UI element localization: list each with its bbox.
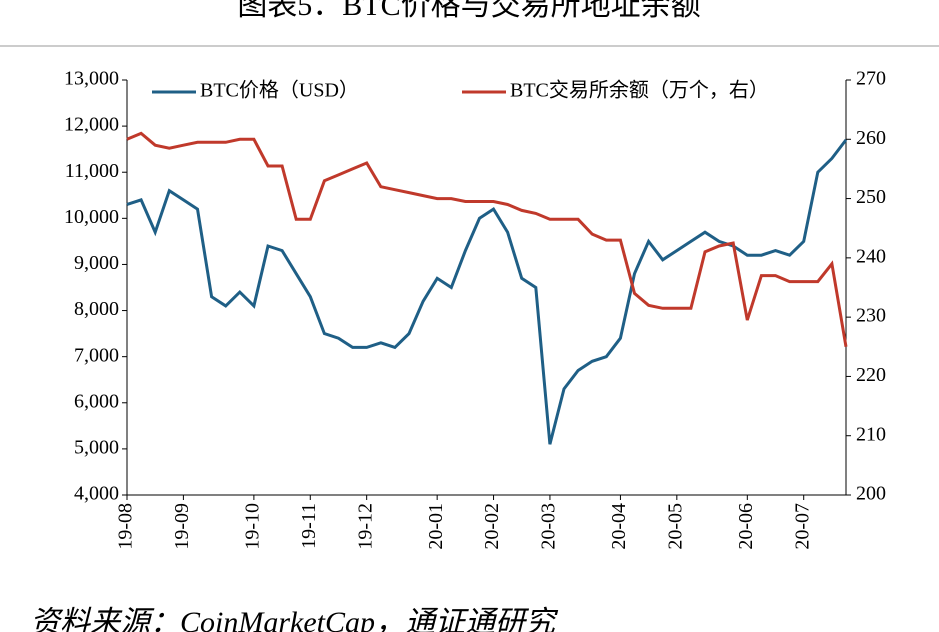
y-tick-label: 10,000 bbox=[64, 206, 119, 228]
y2-tick-label: 220 bbox=[856, 364, 886, 386]
x-tick-label: 20-02 bbox=[481, 503, 503, 550]
chart-title: 图表5：BTC价格与交易所地址余额 bbox=[237, 0, 700, 22]
y2-tick-label: 260 bbox=[856, 127, 886, 149]
y-tick-label: 9,000 bbox=[74, 252, 119, 274]
y-tick-label: 5,000 bbox=[74, 436, 119, 458]
y2-tick-label: 250 bbox=[856, 186, 886, 208]
y-tick-label: 8,000 bbox=[74, 298, 119, 320]
y2-tick-label: 230 bbox=[856, 305, 886, 327]
y2-tick-label: 200 bbox=[856, 483, 886, 505]
series-line bbox=[126, 131, 848, 348]
y-tick-label: 12,000 bbox=[64, 114, 119, 136]
x-tick-label: 19-11 bbox=[298, 503, 320, 549]
legend-label: BTC价格（USD） bbox=[200, 79, 359, 102]
x-tick-label: 20-01 bbox=[425, 503, 447, 550]
x-tick-label: 20-05 bbox=[664, 503, 686, 550]
y-tick-label: 13,000 bbox=[64, 68, 119, 90]
x-tick-label: 20-06 bbox=[735, 503, 757, 550]
legend-label: BTC交易所余额（万个，右） bbox=[510, 79, 769, 102]
x-tick-label: 19-10 bbox=[241, 503, 263, 550]
y-tick-label: 4,000 bbox=[74, 483, 119, 505]
y-tick-label: 6,000 bbox=[74, 390, 119, 412]
y2-tick-label: 210 bbox=[856, 423, 886, 445]
series-line bbox=[126, 138, 848, 445]
y2-tick-label: 270 bbox=[856, 68, 886, 90]
y-tick-label: 11,000 bbox=[65, 160, 119, 182]
x-tick-label: 19-08 bbox=[115, 503, 137, 550]
x-tick-label: 19-09 bbox=[171, 503, 193, 550]
x-tick-label: 20-07 bbox=[791, 503, 813, 550]
x-tick-label: 20-03 bbox=[538, 503, 560, 550]
source: 资料来源：CoinMarketCap，通证通研究 bbox=[30, 606, 559, 632]
x-tick-label: 19-12 bbox=[354, 503, 376, 550]
y-tick-label: 7,000 bbox=[74, 344, 119, 366]
x-tick-label: 20-04 bbox=[608, 503, 630, 550]
y2-tick-label: 240 bbox=[856, 245, 886, 267]
